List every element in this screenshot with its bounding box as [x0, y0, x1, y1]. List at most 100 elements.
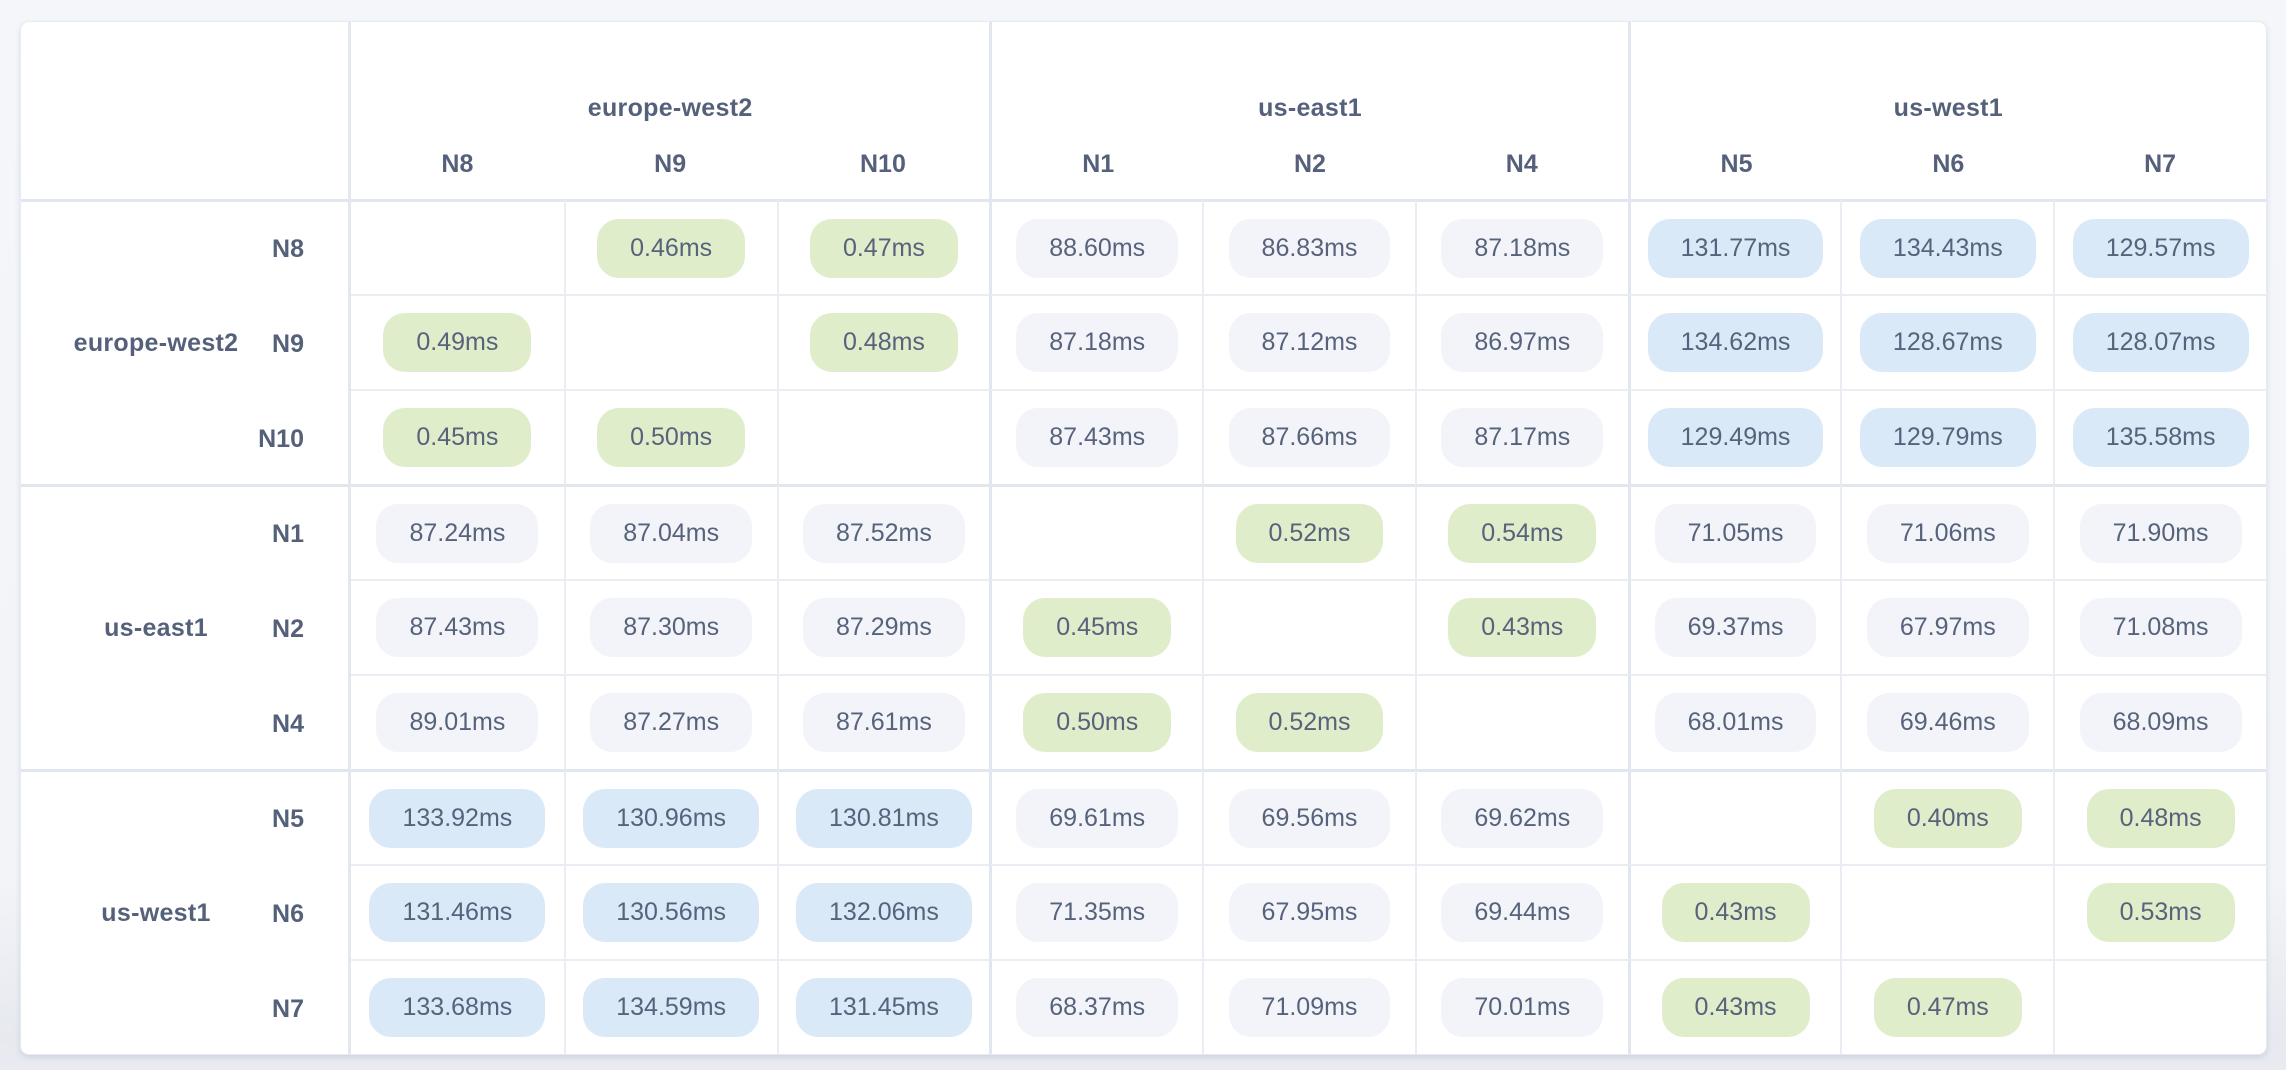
latency-cell-n6-n1: 71.35ms [989, 864, 1203, 959]
col-region-label-us-west1: us-west1 [1893, 94, 2004, 122]
latency-pill-mid: 88.60ms [1016, 218, 1179, 278]
latency-pill-mid: 68.37ms [1016, 978, 1179, 1037]
latency-pill-mid: 69.37ms [1654, 598, 1817, 657]
latency-pill-mid: 86.97ms [1441, 313, 1604, 372]
latency-pill-low: 0.47ms [1873, 978, 2022, 1037]
latency-pill-high: 135.58ms [2072, 408, 2249, 467]
col-group-header-us-west1: us-west1 N5 N6 N7 [1627, 22, 2266, 199]
row-node-label-n1: N1 [272, 520, 304, 548]
latency-cell-n2-n8: 87.43ms [351, 579, 564, 674]
latency-cell-n7-n2: 71.09ms [1202, 959, 1415, 1054]
latency-cell-n8-n1: 88.60ms [989, 199, 1203, 294]
latency-pill-mid: 71.35ms [1016, 883, 1179, 942]
latency-cell-n6-n7: 0.53ms [2053, 864, 2266, 959]
latency-cell-n9-n2: 87.12ms [1202, 294, 1415, 389]
latency-cell-n4-n9: 87.27ms [563, 674, 777, 769]
col-node-label-n1: N1 [1082, 150, 1115, 178]
latency-cell-n10-n7: 135.58ms [2053, 389, 2266, 484]
latency-cell-n10-n4: 87.17ms [1414, 389, 1628, 484]
latency-cell-n9-n7: 128.07ms [2053, 294, 2266, 389]
latency-cell-n6-n5: 0.43ms [1627, 864, 1841, 959]
latency-pill-high: 130.81ms [796, 788, 972, 848]
latency-cell-n7-n8: 133.68ms [351, 959, 564, 1054]
latency-cell-n9-n1: 87.18ms [989, 294, 1203, 389]
latency-pill-low: 0.52ms [1235, 693, 1384, 752]
row-node-label-n9: N9 [272, 330, 304, 358]
latency-pill-high: 129.49ms [1647, 408, 1824, 467]
latency-cell-n2-n4: 0.43ms [1414, 579, 1628, 674]
latency-pill-mid: 71.05ms [1654, 503, 1817, 563]
latency-pill-mid: 86.83ms [1228, 218, 1391, 278]
latency-cell-n10-n10 [776, 389, 990, 484]
col-region-label-us-east1: us-east1 [1258, 94, 1362, 122]
latency-cell-n4-n10: 87.61ms [776, 674, 990, 769]
latency-cell-n1-n2: 0.52ms [1202, 484, 1415, 579]
latency-cell-n1-n6: 71.06ms [1840, 484, 2054, 579]
latency-pill-high: 131.77ms [1647, 218, 1824, 278]
latency-cell-n7-n5: 0.43ms [1627, 959, 1841, 1054]
latency-pill-high: 132.06ms [796, 883, 972, 942]
latency-pill-mid: 87.43ms [376, 598, 539, 657]
latency-cell-n2-n7: 71.08ms [2053, 579, 2266, 674]
latency-pill-mid: 87.04ms [590, 503, 753, 563]
latency-cell-n9-n9 [563, 294, 777, 389]
latency-cell-n8-n6: 134.43ms [1840, 199, 2054, 294]
latency-cell-n7-n4: 70.01ms [1414, 959, 1628, 1054]
latency-pill-mid: 71.08ms [2079, 598, 2242, 657]
latency-cell-n10-n9: 0.50ms [563, 389, 777, 484]
latency-cell-n7-n9: 134.59ms [563, 959, 777, 1054]
latency-cell-n2-n5: 69.37ms [1627, 579, 1841, 674]
latency-pill-mid: 89.01ms [376, 693, 539, 752]
latency-cell-n10-n5: 129.49ms [1627, 389, 1841, 484]
latency-pill-mid: 68.01ms [1654, 693, 1817, 752]
latency-pill-high: 128.67ms [1859, 313, 2036, 372]
latency-pill-low: 0.40ms [1873, 788, 2022, 848]
col-node-label-n10: N10 [860, 150, 906, 178]
col-node-label-n2: N2 [1294, 150, 1326, 178]
latency-cell-n4-n6: 69.46ms [1840, 674, 2054, 769]
latency-pill-mid: 87.12ms [1228, 313, 1391, 372]
latency-cell-n2-n1: 0.45ms [989, 579, 1203, 674]
latency-pill-low: 0.47ms [809, 218, 958, 278]
latency-pill-mid: 87.27ms [590, 693, 753, 752]
latency-pill-mid: 87.18ms [1441, 218, 1604, 278]
latency-pill-mid: 69.44ms [1441, 883, 1604, 942]
latency-cell-n6-n6 [1840, 864, 2054, 959]
latency-cell-n2-n10: 87.29ms [776, 579, 990, 674]
latency-cell-n4-n2: 0.52ms [1202, 674, 1415, 769]
latency-pill-mid: 87.30ms [590, 598, 753, 657]
latency-cell-n9-n4: 86.97ms [1414, 294, 1628, 389]
row-node-label-n4: N4 [272, 710, 304, 738]
latency-pill-mid: 87.52ms [802, 503, 965, 563]
latency-matrix-card: europe-west2 N8 N9 N10 us-east1 N1 N2 N4 us-west… [20, 21, 2267, 1055]
col-group-header-us-east1: us-east1 N1 N2 N4 [989, 22, 1627, 199]
latency-cell-n5-n8: 133.92ms [351, 769, 564, 864]
latency-pill-low: 0.52ms [1235, 503, 1384, 563]
latency-cell-n10-n2: 87.66ms [1202, 389, 1415, 484]
latency-pill-mid: 69.61ms [1016, 788, 1179, 848]
latency-pill-mid: 68.09ms [2079, 693, 2242, 752]
latency-pill-low: 0.54ms [1448, 503, 1597, 563]
latency-pill-low: 0.50ms [597, 408, 746, 467]
latency-pill-low: 0.53ms [2086, 883, 2235, 942]
latency-pill-high: 131.45ms [796, 978, 972, 1037]
latency-pill-low: 0.48ms [809, 313, 958, 372]
latency-cell-n10-n6: 129.79ms [1840, 389, 2054, 484]
latency-cell-n8-n5: 131.77ms [1627, 199, 1841, 294]
latency-pill-mid: 67.95ms [1228, 883, 1391, 942]
latency-cell-n1-n9: 87.04ms [563, 484, 777, 579]
latency-pill-low: 0.46ms [597, 218, 746, 278]
latency-cell-n10-n1: 87.43ms [989, 389, 1203, 484]
latency-cell-n1-n8: 87.24ms [351, 484, 564, 579]
latency-cell-n1-n1 [989, 484, 1203, 579]
row-node-label-n7: N7 [272, 995, 304, 1023]
latency-cell-n5-n9: 130.96ms [563, 769, 777, 864]
latency-pill-mid: 69.56ms [1228, 788, 1391, 848]
latency-cell-n9-n8: 0.49ms [351, 294, 564, 389]
latency-cell-n10-n8: 0.45ms [351, 389, 564, 484]
latency-cell-n7-n7 [2053, 959, 2266, 1054]
latency-pill-low: 0.49ms [383, 313, 532, 372]
latency-cell-n9-n5: 134.62ms [1627, 294, 1841, 389]
latency-cell-n6-n9: 130.56ms [563, 864, 777, 959]
